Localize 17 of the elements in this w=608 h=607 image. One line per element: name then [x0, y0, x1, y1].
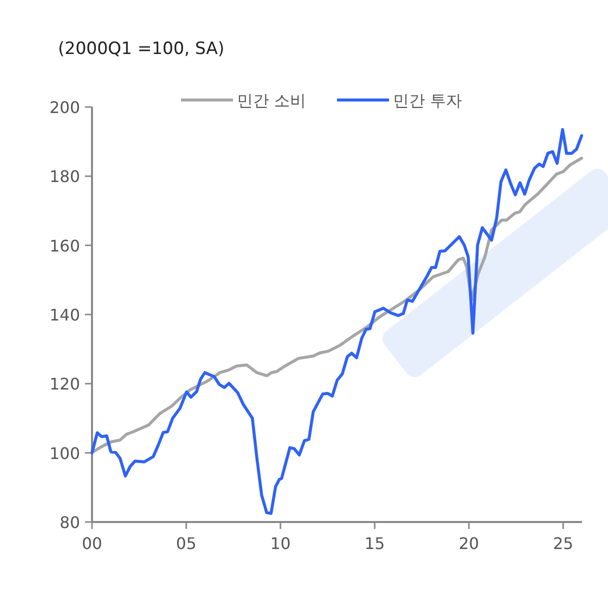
- x-tick-label: 00: [82, 534, 102, 553]
- y-tick-label: 80: [60, 513, 80, 532]
- y-tick-label: 140: [49, 306, 80, 324]
- x-tick-label: 15: [364, 534, 385, 553]
- x-tick-label: 20: [458, 534, 480, 553]
- x-tick-label: 10: [270, 534, 291, 553]
- legend-label: 민간 소비: [237, 91, 306, 110]
- x-tick-label: 25: [552, 534, 574, 553]
- y-tick-label: 100: [49, 444, 80, 463]
- x-tick-label: 05: [176, 534, 196, 553]
- y-tick-label: 160: [49, 236, 80, 256]
- line-series: [90, 128, 584, 515]
- y-tick-label: 120: [49, 374, 80, 394]
- y-tick-label: 200: [49, 98, 80, 117]
- chart-title: (2000Q1 =100, SA): [58, 39, 224, 59]
- legend-label: 민간 투자: [393, 91, 462, 110]
- y-tick-label: 180: [49, 167, 80, 186]
